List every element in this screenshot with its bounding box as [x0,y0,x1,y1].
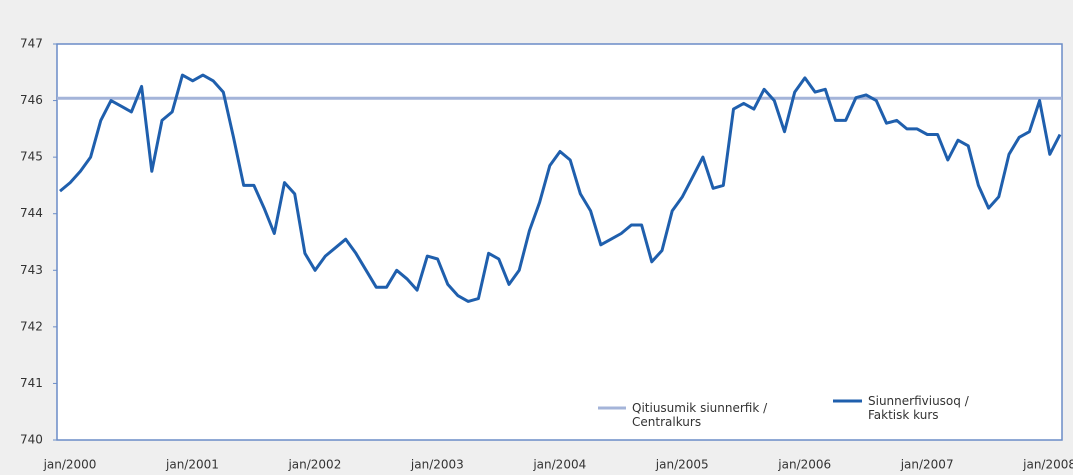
y-tick-label: 744 [20,206,43,220]
y-tick-label: 747 [20,37,43,51]
x-tick-label: jan/2001 [165,458,219,472]
plot-area [56,43,1063,441]
series-line [59,73,1062,303]
x-tick-label: jan/2000 [43,458,97,472]
legend-label: Qitiusumik siunnerfik / Centralkurs [632,401,768,429]
y-tick-label: 740 [20,433,43,447]
x-tick-label: jan/2008 [1022,458,1073,472]
x-tick-label: jan/2003 [410,458,464,472]
y-tick-label: 742 [20,319,43,333]
x-tick-label: jan/2006 [777,458,831,472]
x-tick-label: jan/2007 [900,458,954,472]
y-tick-label: 746 [20,93,43,107]
x-tick-label: jan/2004 [532,458,586,472]
y-tick-label: 745 [20,150,43,164]
x-tick-label: jan/2002 [287,458,341,472]
x-tick-label: jan/2005 [655,458,709,472]
legend-label: Siunnerfiviusoq / Faktisk kurs [868,394,969,422]
y-tick-label: 743 [20,263,43,277]
y-tick-label: 741 [20,376,43,390]
